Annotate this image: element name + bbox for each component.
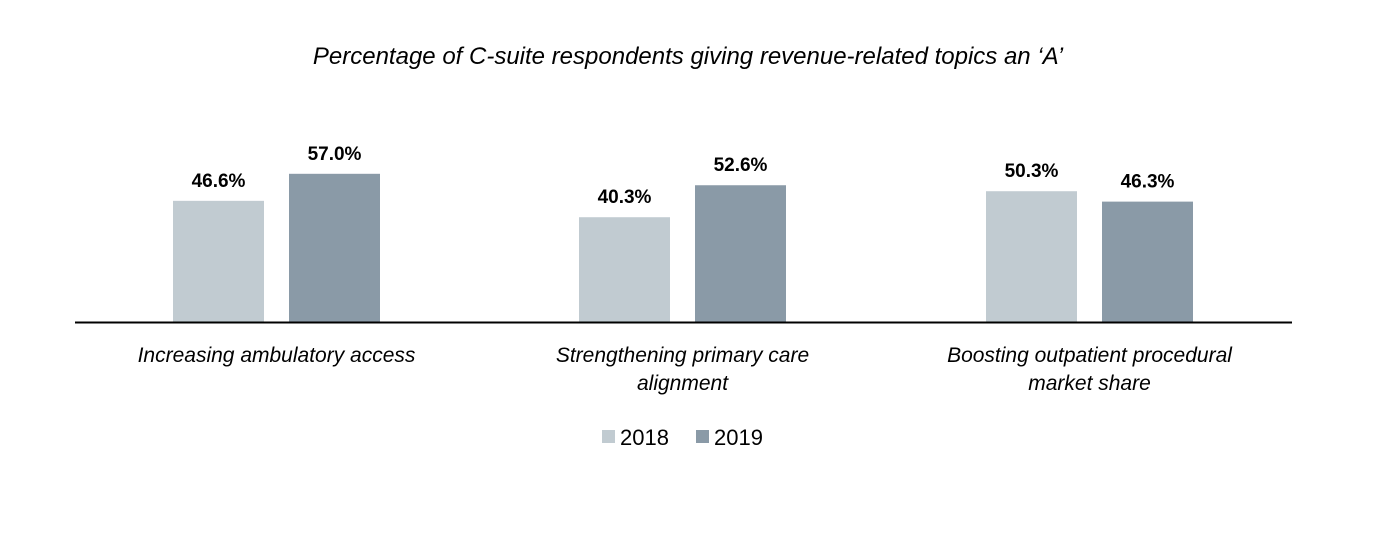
bar-2018-2 [986,191,1077,322]
data-label: 57.0% [308,144,362,165]
bar-2019-2 [1102,201,1193,322]
bar-2019-1 [695,185,786,322]
legend-swatch-2018 [602,430,615,443]
bar-2018-1 [579,217,670,322]
legend-swatch-2019 [696,430,709,443]
chart-title: Percentage of C-suite respondents giving… [313,43,1064,70]
data-label: 40.3% [598,187,652,208]
category-label: Strengthening primary care [556,344,809,367]
data-label: 46.6% [192,171,246,192]
data-label: 46.3% [1121,172,1175,193]
bar-2019-0 [289,173,380,322]
legend-label: 2019 [714,425,763,450]
data-label: 52.6% [714,155,768,176]
data-label: 50.3% [1005,161,1059,182]
bar-2018-0 [173,200,264,322]
category-label: Boosting outpatient procedural [947,344,1233,367]
category-label: market share [1028,372,1151,395]
legend: 2018 2019 [602,425,763,450]
category-label: Increasing ambulatory access [138,344,416,367]
legend-label: 2018 [620,425,669,450]
category-label: alignment [637,372,729,395]
